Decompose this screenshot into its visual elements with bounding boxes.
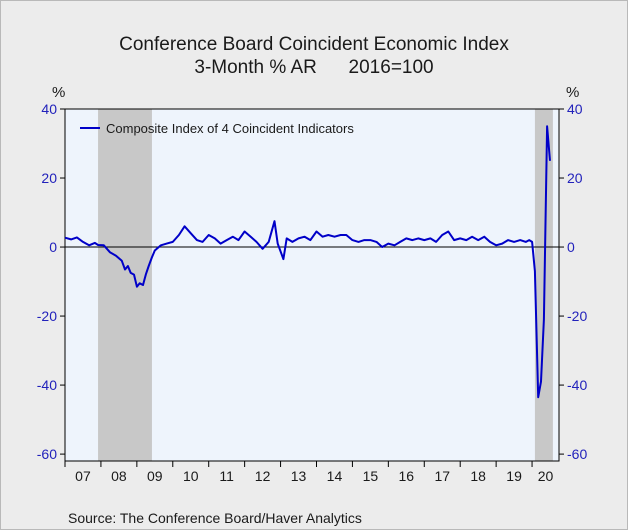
y-tick-label-left: 40 <box>41 101 57 117</box>
y-tick-label-right: 0 <box>567 239 575 255</box>
y-tick-label-right: -20 <box>567 308 587 324</box>
x-tick-label: 08 <box>111 468 127 484</box>
source-note: Source: The Conference Board/Haver Analy… <box>68 510 362 526</box>
x-tick-label: 20 <box>538 468 554 484</box>
y-tick-label-right: 20 <box>567 170 583 186</box>
y-tick-label-left: -20 <box>37 308 57 324</box>
y-tick-label-right: -40 <box>567 377 587 393</box>
y-tick-label-right: -60 <box>567 446 587 462</box>
x-tick-label: 13 <box>291 468 307 484</box>
x-tick-label: 16 <box>399 468 415 484</box>
legend-label: Composite Index of 4 Coincident Indicato… <box>106 121 354 136</box>
chart-subtitle: 3-Month % AR 2016=100 <box>194 57 434 78</box>
x-tick-label: 09 <box>147 468 163 484</box>
x-tick-label: 19 <box>506 468 522 484</box>
x-tick-label: 18 <box>470 468 486 484</box>
y-tick-label-left: 0 <box>49 239 57 255</box>
x-tick-label: 12 <box>255 468 271 484</box>
y-tick-label-left: -60 <box>37 446 57 462</box>
plot-border <box>64 108 560 462</box>
x-tick-label: 10 <box>183 468 199 484</box>
chart-title: Conference Board Coincident Economic Ind… <box>119 34 509 55</box>
series-line-1 <box>64 125 551 399</box>
y-axis-unit-right: % <box>566 84 580 101</box>
y-tick-label-left: -40 <box>37 377 57 393</box>
x-tick-label: 15 <box>363 468 379 484</box>
y-axis-unit-left: % <box>52 84 66 101</box>
y-tick-label-right: 40 <box>567 101 583 117</box>
x-tick-label: 17 <box>434 468 450 484</box>
x-tick-label: 07 <box>75 468 91 484</box>
x-tick-label: 11 <box>219 468 234 484</box>
x-tick-label: 14 <box>327 468 343 484</box>
y-tick-label-left: 20 <box>41 170 57 186</box>
